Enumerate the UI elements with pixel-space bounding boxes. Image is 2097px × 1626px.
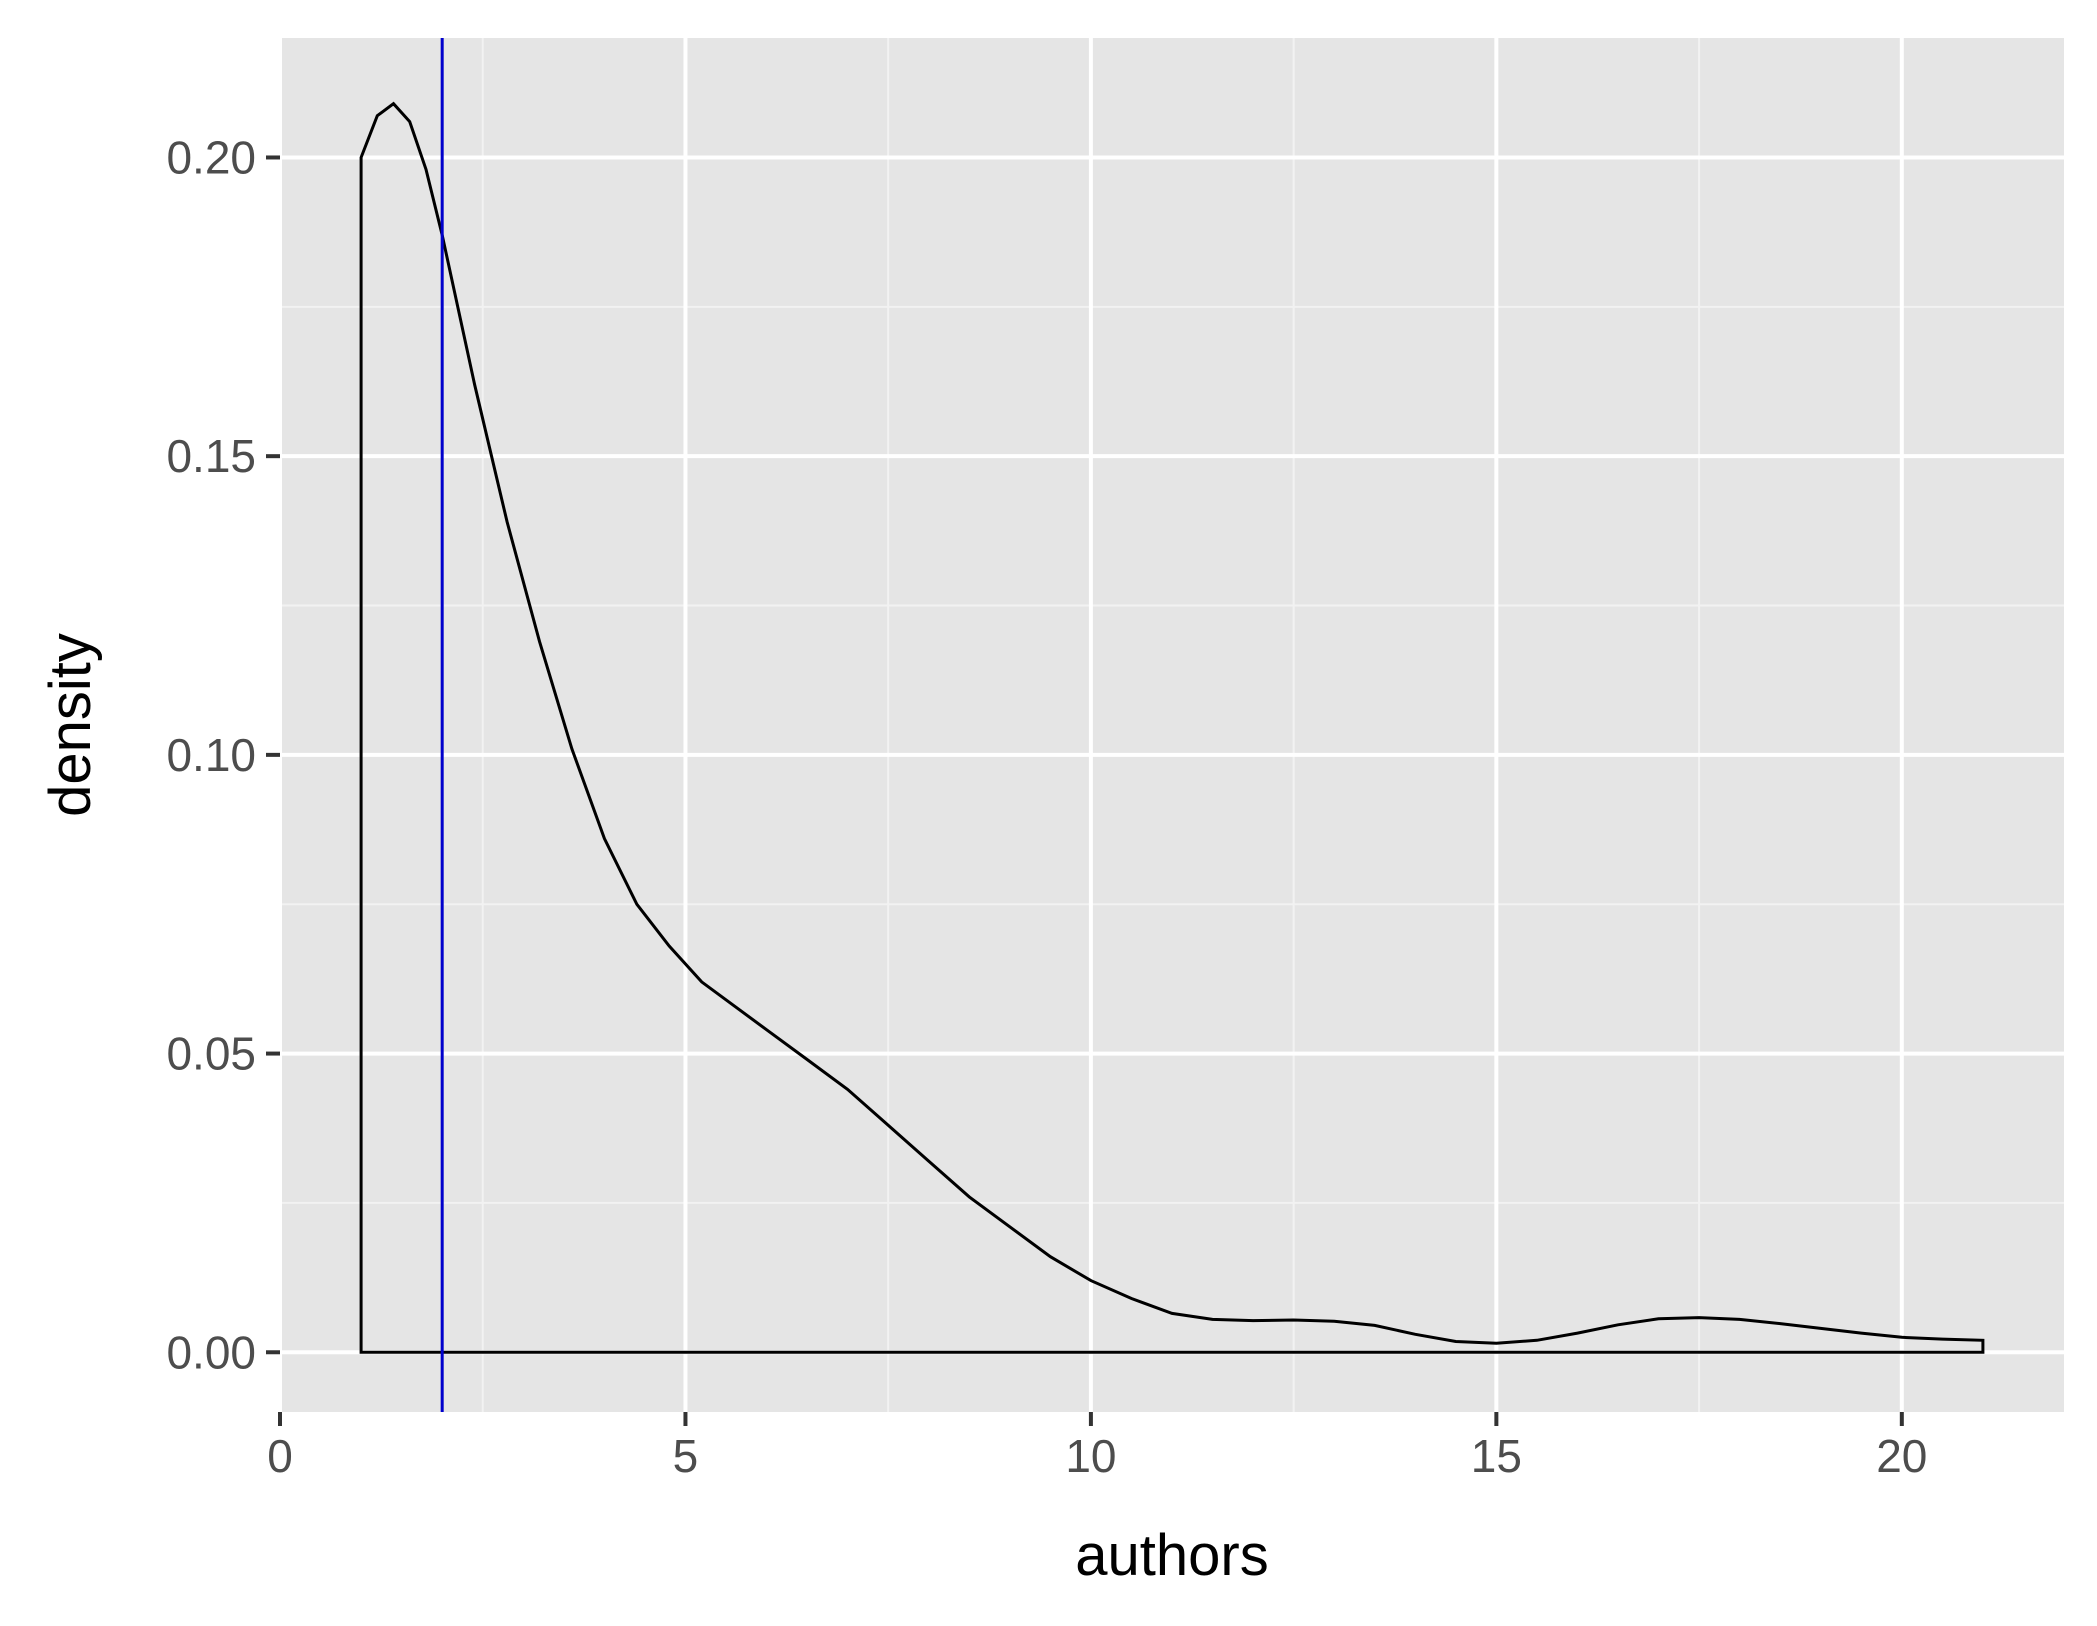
x-tick-label: 20 — [1876, 1430, 1927, 1482]
x-tick-label: 5 — [673, 1430, 699, 1482]
x-tick-label: 15 — [1471, 1430, 1522, 1482]
y-axis-ticks: 0.00 0.05 0.10 0.15 0.20 — [166, 131, 280, 1378]
y-tick-label: 0.10 — [166, 729, 256, 781]
x-tick-label: 10 — [1065, 1430, 1116, 1482]
y-tick-label: 0.05 — [166, 1028, 256, 1080]
y-tick-label: 0.15 — [166, 430, 256, 482]
density-curve — [359, 101, 1985, 1354]
x-axis-ticks: 0 5 10 15 20 — [267, 1412, 1927, 1482]
y-axis-title: density — [38, 633, 103, 817]
minor-gridlines — [280, 38, 2064, 1412]
plot-panel — [280, 38, 2064, 1412]
x-axis-title: authors — [1075, 1523, 1268, 1588]
y-tick-label: 0.20 — [166, 131, 256, 183]
x-tick-label: 0 — [267, 1430, 293, 1482]
y-tick-label: 0.00 — [166, 1326, 256, 1378]
